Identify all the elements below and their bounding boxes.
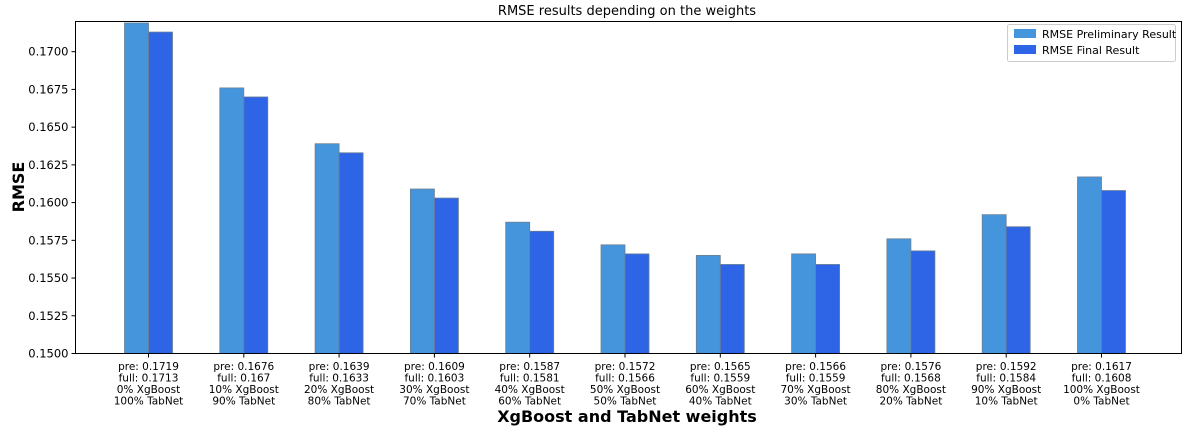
x-tick-label: full: 0.1633 [309, 373, 369, 385]
bar-final [1101, 190, 1126, 354]
bar-preliminary [505, 221, 531, 354]
y-tick-label: 0.1600 [28, 196, 68, 210]
bar-final [624, 253, 650, 354]
x-tick-label: pre: 0.1587 [499, 361, 560, 373]
x-tick-label: pre: 0.1639 [309, 361, 370, 373]
x-tick-label: 40% XgBoost [495, 384, 565, 396]
x-tick-label: pre: 0.1576 [880, 361, 941, 373]
x-tick-label: 50% TabNet [594, 396, 657, 408]
x-tick-label: 30% TabNet [784, 396, 847, 408]
x-tick-label: 50% XgBoost [590, 384, 660, 396]
bar-final [529, 230, 555, 354]
legend-label-preliminary: RMSE Preliminary Result [1042, 28, 1177, 41]
y-axis: 0.1500 0.1525 0.1550 0.1575 0.1600 0.1625 0.16… [28, 45, 76, 361]
x-tick-label: 90% TabNet [212, 396, 275, 408]
x-axis-label: XgBoost and TabNet weights [497, 407, 757, 426]
y-tick-label: 0.1700 [28, 45, 68, 59]
plot-frame [75, 21, 1182, 354]
bar-preliminary [791, 253, 816, 354]
x-tick-label: 10% TabNet [975, 396, 1038, 408]
x-tick-label: 80% TabNet [308, 396, 371, 408]
bar-final [338, 152, 364, 354]
bar-preliminary [1077, 176, 1102, 354]
chart-title: RMSE results depending on the weights [498, 4, 756, 19]
bar-preliminary [314, 143, 340, 354]
y-tick-label: 0.1525 [28, 309, 68, 323]
bar-final [719, 264, 745, 354]
x-tick-label: 0% XgBoost [117, 384, 181, 396]
legend: RMSE Preliminary Result RMSE Final Resul… [1007, 24, 1177, 62]
x-tick-label: full: 0.1584 [976, 373, 1036, 385]
y-tick-label: 0.1675 [28, 82, 68, 96]
bar-preliminary [600, 244, 626, 354]
x-tick-label: 20% XgBoost [304, 384, 374, 396]
x-tick-label: pre: 0.1719 [118, 361, 179, 373]
x-tick-label: full: 0.1559 [786, 373, 846, 385]
x-tick-label: full: 0.1603 [404, 373, 464, 385]
x-tick-label: 30% XgBoost [399, 384, 469, 396]
bars-layer [124, 22, 1126, 354]
x-tick-label: pre: 0.1566 [785, 361, 846, 373]
y-tick-label: 0.1575 [28, 233, 68, 247]
x-tick-label: 0% TabNet [1073, 396, 1129, 408]
x-tick-label: 10% XgBoost [209, 384, 279, 396]
bar-final [243, 96, 269, 354]
x-tick-label: 100% TabNet [114, 396, 184, 408]
y-tick-label: 0.1500 [28, 347, 68, 361]
y-tick-label: 0.1625 [28, 158, 68, 172]
legend-swatch-preliminary [1014, 29, 1036, 38]
x-tick-label: 60% XgBoost [685, 384, 755, 396]
x-tick-label: full: 0.1581 [500, 373, 560, 385]
y-tick-label: 0.1650 [28, 120, 68, 134]
x-tick-label: pre: 0.1592 [976, 361, 1037, 373]
x-tick-label: pre: 0.1609 [404, 361, 465, 373]
bar-preliminary [695, 255, 721, 354]
x-tick-label: pre: 0.1565 [690, 361, 751, 373]
x-tick-label: 90% XgBoost [971, 384, 1041, 396]
x-tick-label: 40% TabNet [689, 396, 752, 408]
x-tick-label: 20% TabNet [879, 396, 942, 408]
x-tick-label: full: 0.1568 [881, 373, 941, 385]
x-tick-label: 60% TabNet [498, 396, 561, 408]
legend-box [1007, 24, 1176, 62]
bar-preliminary [124, 22, 149, 354]
x-tick-label: pre: 0.1572 [595, 361, 656, 373]
y-tick-label: 0.1550 [28, 271, 68, 285]
x-tick-label: 80% XgBoost [876, 384, 946, 396]
x-tick-label: 70% XgBoost [781, 384, 851, 396]
bar-final [433, 197, 459, 354]
x-tick-label: full: 0.167 [217, 373, 270, 385]
bar-preliminary [981, 214, 1007, 354]
x-tick-label: full: 0.1566 [595, 373, 655, 385]
bar-final [910, 250, 936, 354]
x-tick-label: 100% XgBoost [1063, 384, 1140, 396]
bar-preliminary [219, 87, 245, 354]
y-axis-label: RMSE [9, 162, 28, 213]
x-tick-label: pre: 0.1617 [1071, 361, 1132, 373]
bar-final [1005, 226, 1031, 354]
x-tick-label: full: 0.1713 [119, 373, 179, 385]
bar-final [815, 264, 840, 354]
plot-area: 0.1500 0.1525 0.1550 0.1575 0.1600 0.1625 0.16… [28, 21, 1182, 408]
legend-swatch-final [1014, 45, 1036, 54]
legend-label-final: RMSE Final Result [1042, 44, 1140, 57]
x-tick-label: pre: 0.1676 [213, 361, 274, 373]
x-tick-label: full: 0.1559 [690, 373, 750, 385]
bar-preliminary [886, 238, 912, 354]
bar-preliminary [409, 188, 435, 354]
x-tick-label: 70% TabNet [403, 396, 466, 408]
bar-final [148, 31, 173, 354]
x-tick-label: full: 0.1608 [1072, 373, 1132, 385]
